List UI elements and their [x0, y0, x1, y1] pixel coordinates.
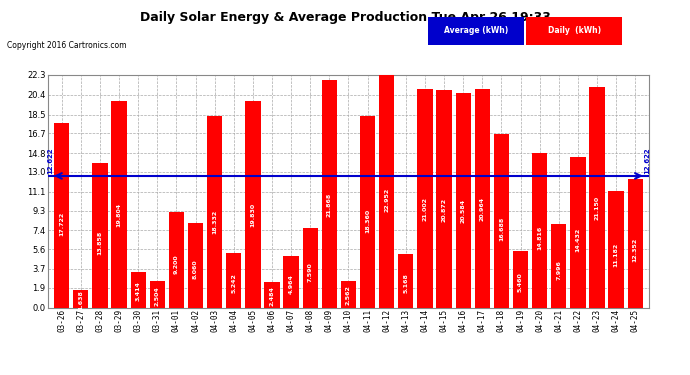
Text: 18.360: 18.360	[365, 209, 370, 233]
Text: Average (kWh): Average (kWh)	[444, 26, 509, 36]
Text: Copyright 2016 Cartronics.com: Copyright 2016 Cartronics.com	[7, 41, 126, 50]
Text: 14.816: 14.816	[537, 226, 542, 250]
Bar	[513, 251, 528, 308]
Text: 8.060: 8.060	[193, 260, 198, 279]
Bar	[245, 101, 261, 308]
Text: 11.182: 11.182	[613, 243, 619, 267]
Text: 7.590: 7.590	[308, 262, 313, 282]
Bar	[475, 89, 490, 308]
Bar	[628, 179, 643, 308]
Bar	[150, 281, 165, 308]
Text: 2.504: 2.504	[155, 286, 160, 306]
Text: Daily Solar Energy & Average Production Tue Apr 26 19:33: Daily Solar Energy & Average Production …	[139, 11, 551, 24]
Text: 4.964: 4.964	[288, 274, 294, 294]
Text: 20.872: 20.872	[442, 198, 446, 222]
Bar	[551, 224, 566, 308]
Bar	[455, 93, 471, 308]
Bar	[436, 90, 452, 308]
Bar	[92, 163, 108, 308]
Text: 7.996: 7.996	[556, 260, 561, 280]
Bar	[532, 153, 547, 308]
Text: 20.964: 20.964	[480, 197, 485, 221]
Text: 12.352: 12.352	[633, 237, 638, 262]
Text: 19.804: 19.804	[117, 202, 121, 226]
Bar	[589, 87, 604, 308]
Bar	[379, 68, 394, 308]
Bar	[284, 256, 299, 308]
Text: 17.722: 17.722	[59, 212, 64, 237]
Bar	[322, 80, 337, 308]
Text: 13.858: 13.858	[97, 230, 102, 255]
Text: 16.688: 16.688	[499, 217, 504, 242]
Text: 21.868: 21.868	[327, 193, 332, 217]
Text: 18.332: 18.332	[212, 209, 217, 234]
Bar	[398, 254, 413, 308]
Text: Daily  (kWh): Daily (kWh)	[548, 26, 600, 36]
Bar	[417, 88, 433, 308]
Text: 2.562: 2.562	[346, 285, 351, 305]
Bar	[169, 211, 184, 308]
Bar	[111, 101, 127, 308]
Bar	[494, 134, 509, 308]
Text: 9.200: 9.200	[174, 255, 179, 274]
Bar	[188, 224, 203, 308]
Text: 12.622: 12.622	[644, 148, 650, 174]
Bar	[207, 116, 222, 308]
Bar	[226, 253, 242, 308]
Bar	[73, 290, 88, 308]
Text: 20.584: 20.584	[461, 199, 466, 223]
Bar	[54, 123, 69, 308]
Bar	[570, 157, 586, 308]
Text: 2.484: 2.484	[270, 286, 275, 306]
Bar	[360, 116, 375, 308]
Text: 5.460: 5.460	[518, 272, 523, 292]
Text: 1.638: 1.638	[78, 290, 83, 310]
Bar	[609, 191, 624, 308]
Bar	[264, 282, 279, 308]
Text: 12.622: 12.622	[47, 148, 53, 174]
Bar	[303, 228, 318, 308]
Text: 5.242: 5.242	[231, 273, 236, 293]
Text: 21.150: 21.150	[595, 196, 600, 220]
Text: 5.168: 5.168	[403, 273, 408, 293]
Text: 22.952: 22.952	[384, 188, 389, 212]
Bar	[130, 272, 146, 308]
Text: 3.414: 3.414	[136, 282, 141, 302]
Text: 19.830: 19.830	[250, 202, 255, 226]
Text: 21.002: 21.002	[422, 197, 427, 221]
Bar	[341, 281, 356, 308]
Text: 14.432: 14.432	[575, 228, 580, 252]
